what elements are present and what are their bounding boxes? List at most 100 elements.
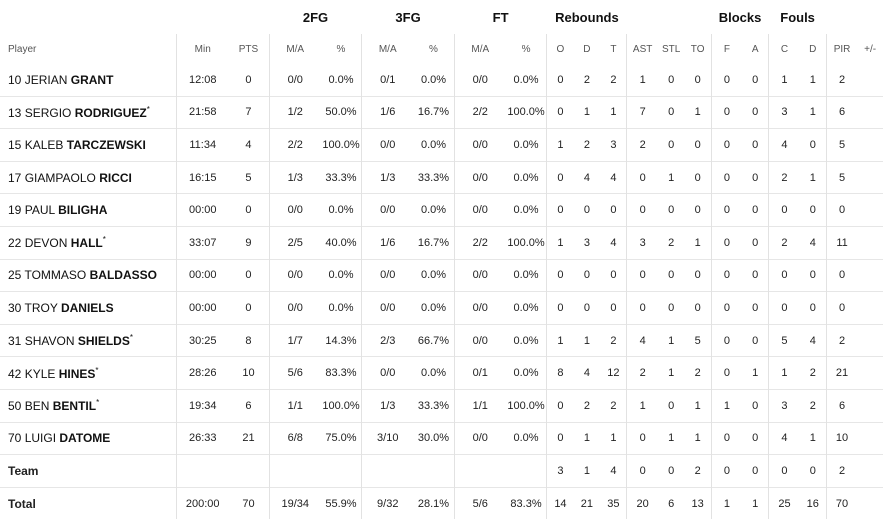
table-row: 15 KALEB TARCZEWSKI 11:34 4 2/2 100.0% 0/0 0.0… <box>0 128 883 162</box>
col-blk-f: F <box>710 34 743 64</box>
player-first-name: GIAMPAOLO <box>24 170 96 185</box>
stat-cell: 0.0% <box>328 73 354 86</box>
stat-cell: 12 <box>600 356 627 390</box>
player-cell[interactable]: 70 LUIGI DATOME <box>0 421 177 455</box>
col-player: Player <box>8 43 37 55</box>
stat-cell: 4 <box>799 225 827 260</box>
player-last-name: DATOME <box>59 431 111 446</box>
stat-cell: 1 <box>809 73 816 86</box>
stat-cell <box>176 454 229 488</box>
stat-cell: 0 <box>546 258 574 292</box>
stat-cell: 30:25 <box>176 323 229 357</box>
stat-cell: 5 <box>768 323 800 357</box>
stat-cell: 70 <box>825 486 858 519</box>
table-row: 13 SERGIO RODRIGUEZ* 21:58 7 1/2 50.0% 1/6 16.… <box>0 95 883 129</box>
stat-cell: 2 <box>573 128 601 162</box>
stat-cell: 6 <box>825 95 858 129</box>
stat-cell: 2 <box>825 454 858 488</box>
total-label: Total <box>0 486 177 519</box>
player-last-name: BILIGHA <box>58 203 108 218</box>
player-first-name: LUIGI <box>24 431 57 446</box>
stat-cell: 0 <box>742 258 769 292</box>
col-pts: PTS <box>238 43 259 55</box>
stat-cell <box>453 454 506 488</box>
stat-cell: 100.0% <box>320 388 362 423</box>
player-cell[interactable]: 22 DEVON HALL* <box>0 225 177 260</box>
player-cell[interactable]: 15 KALEB TARCZEWSKI <box>0 128 177 162</box>
stat-cell: 5/6 <box>453 486 506 519</box>
stat-cell: 4 <box>600 225 627 260</box>
col-2fg-pct: % <box>336 43 346 55</box>
player-first-name: SERGIO <box>24 105 72 120</box>
stat-cell: 0.0% <box>413 193 455 227</box>
stat-cell: 0 <box>710 291 743 325</box>
stat-cell: 0 <box>752 73 759 86</box>
stat-cell: 0 <box>799 291 827 325</box>
stat-cell: 7 <box>228 95 270 129</box>
stat-cell: 0.0% <box>505 193 547 227</box>
stat-cell: 0 <box>546 421 574 455</box>
player-cell[interactable]: 10 JERIAN GRANT <box>0 64 177 96</box>
stat-cell: 5 <box>825 128 858 162</box>
stat-cell: 21 <box>825 356 858 390</box>
stat-cell: 0 <box>668 73 675 86</box>
stat-cell: 3 <box>600 128 627 162</box>
player-cell[interactable]: 25 TOMMASO BALDASSO <box>0 258 177 292</box>
stat-cell: 2 <box>610 73 617 86</box>
stat-cell: 21:58 <box>176 95 229 129</box>
stat-cell: 0/0 <box>453 291 506 325</box>
player-cell[interactable]: 31 SHAVON SHIELDS* <box>0 323 177 357</box>
stat-cell: 0/0 <box>453 193 506 227</box>
stat-cell: 0 <box>742 323 769 357</box>
stat-cell: 0 <box>742 421 769 455</box>
player-cell[interactable]: 19 PAUL BILIGHA <box>0 193 177 227</box>
table-row: 22 DEVON HALL* 33:07 9 2/5 40.0% 1/6 16.7% 2/2 1… <box>0 225 883 260</box>
stat-cell: 0 <box>657 258 685 292</box>
stat-cell: 20 <box>626 486 658 519</box>
stat-cell: 2 <box>583 73 590 86</box>
stat-cell: 1 <box>684 95 712 129</box>
col-3fg-pct: % <box>429 43 438 55</box>
stat-cell: 0 <box>799 454 827 488</box>
stat-cell: 0 <box>742 388 769 423</box>
stat-cell: 0 <box>573 193 601 227</box>
stat-cell: 2 <box>573 388 601 423</box>
stat-cell: 4 <box>600 160 627 194</box>
stat-cell: 0 <box>657 95 685 129</box>
player-cell[interactable]: 30 TROY DANIELS <box>0 291 177 325</box>
stat-cell: 70 <box>228 486 270 519</box>
stat-cell <box>857 64 883 96</box>
player-last-name: BALDASSO <box>89 268 157 283</box>
stat-cell: 0 <box>626 193 658 227</box>
player-number: 19 <box>8 203 22 218</box>
group-3fg: 3FG <box>395 9 421 25</box>
group-blocks: Blocks <box>718 9 762 25</box>
stat-cell: 0 <box>710 454 743 488</box>
player-cell[interactable]: 50 BEN BENTIL* <box>0 388 177 423</box>
stat-cell: 0 <box>573 258 601 292</box>
stat-cell: 1 <box>546 128 574 162</box>
stat-cell: 1/1 <box>268 388 321 423</box>
stat-cell: 1 <box>799 421 827 455</box>
stat-cell <box>228 454 270 488</box>
stat-cell: 0.0% <box>413 356 455 390</box>
stat-cell: 0 <box>799 258 827 292</box>
player-first-name: KYLE <box>24 366 56 381</box>
stat-cell: 2 <box>600 388 627 423</box>
player-number: 25 <box>8 268 22 283</box>
stat-cell <box>413 454 455 488</box>
stat-cell <box>268 454 321 488</box>
player-cell[interactable]: 42 KYLE HINES* <box>0 356 177 390</box>
stat-cell: 9/32 <box>361 486 414 519</box>
stat-cell: 4 <box>228 128 270 162</box>
stat-cell: 1 <box>626 64 658 97</box>
stat-cell: 2/5 <box>268 225 321 260</box>
stat-cell: 0/0 <box>268 193 321 227</box>
stat-cell <box>857 421 883 455</box>
stat-cell: 2 <box>684 454 712 488</box>
player-cell[interactable]: 17 GIAMPAOLO RICCI <box>0 160 177 194</box>
stat-cell: 0 <box>710 95 743 129</box>
player-cell[interactable]: 13 SERGIO RODRIGUEZ* <box>0 95 177 129</box>
stat-cell: 3 <box>546 454 574 488</box>
